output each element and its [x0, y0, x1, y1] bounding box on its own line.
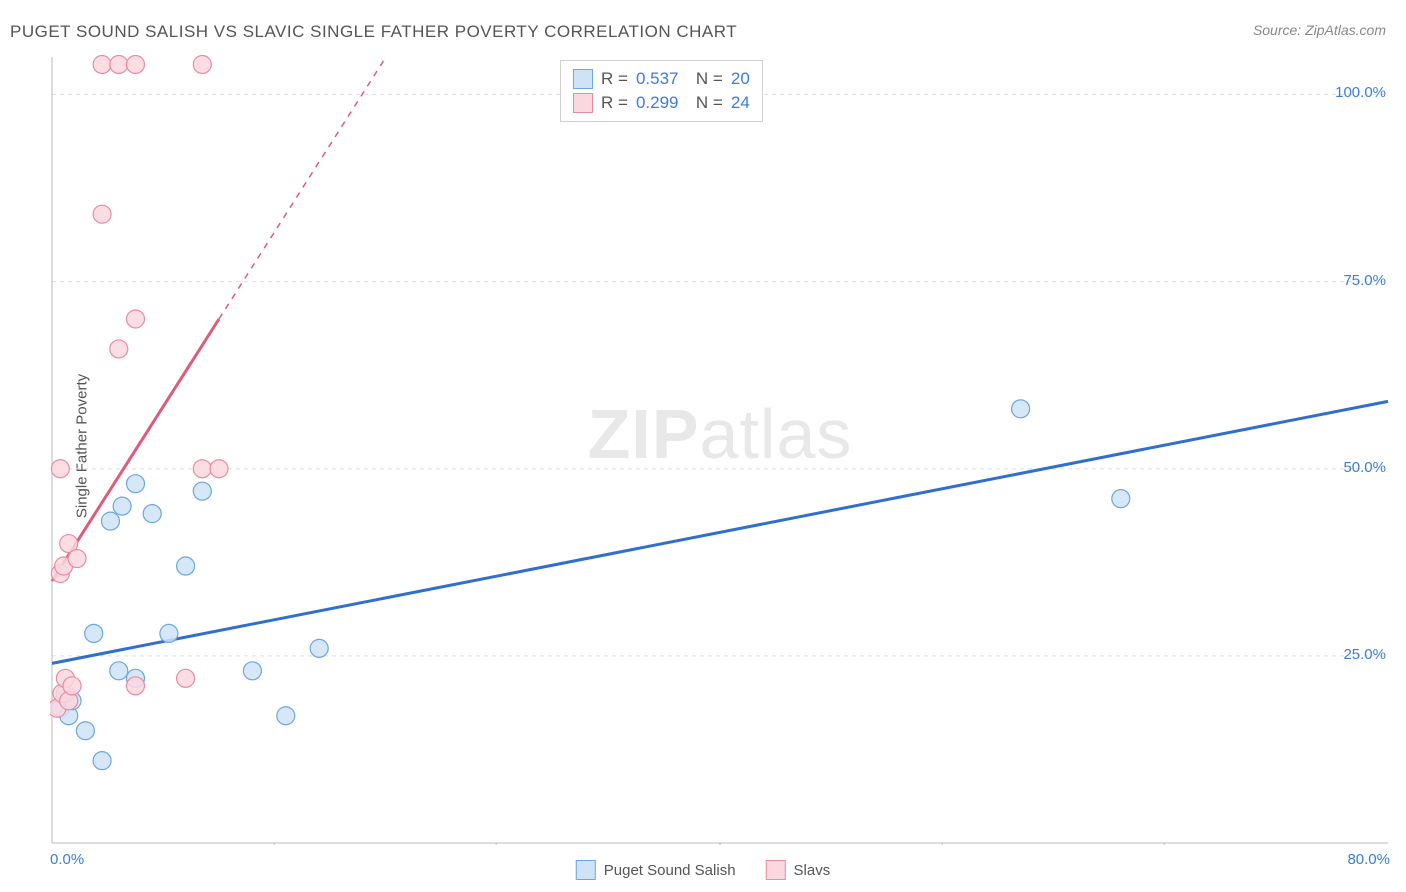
legend-item: Puget Sound Salish	[576, 860, 736, 880]
axis-tick-label: 0.0%	[50, 851, 84, 868]
legend-n-value: 20	[731, 69, 750, 89]
legend-row: R = 0.299 N = 24	[573, 91, 750, 115]
legend-swatch	[573, 69, 593, 89]
legend-n-label: N =	[686, 93, 722, 113]
legend-r-value: 0.299	[636, 93, 679, 113]
legend-item: Slavs	[766, 860, 831, 880]
legend-n-value: 24	[731, 93, 750, 113]
legend-swatch	[766, 860, 786, 880]
scatter-plot: ZIPatlas 25.0%50.0%75.0%100.0%0.0%80.0%	[50, 55, 1390, 845]
axis-tick-label: 25.0%	[1343, 646, 1386, 663]
correlation-legend: R = 0.537 N = 20R = 0.299 N = 24	[560, 60, 763, 122]
series-legend: Puget Sound Salish Slavs	[576, 860, 830, 880]
chart-canvas	[50, 55, 1390, 845]
axis-tick-label: 50.0%	[1343, 459, 1386, 476]
source-attribution: Source: ZipAtlas.com	[1253, 22, 1386, 38]
legend-r-label: R =	[601, 69, 628, 89]
legend-n-label: N =	[686, 69, 722, 89]
axis-tick-label: 75.0%	[1343, 272, 1386, 289]
legend-swatch	[576, 860, 596, 880]
legend-label: Puget Sound Salish	[604, 862, 736, 879]
axis-tick-label: 100.0%	[1335, 84, 1386, 101]
legend-label: Slavs	[794, 862, 831, 879]
chart-title: PUGET SOUND SALISH VS SLAVIC SINGLE FATH…	[10, 22, 737, 42]
legend-row: R = 0.537 N = 20	[573, 67, 750, 91]
legend-r-value: 0.537	[636, 69, 679, 89]
legend-swatch	[573, 93, 593, 113]
axis-tick-label: 80.0%	[1347, 851, 1390, 868]
legend-r-label: R =	[601, 93, 628, 113]
